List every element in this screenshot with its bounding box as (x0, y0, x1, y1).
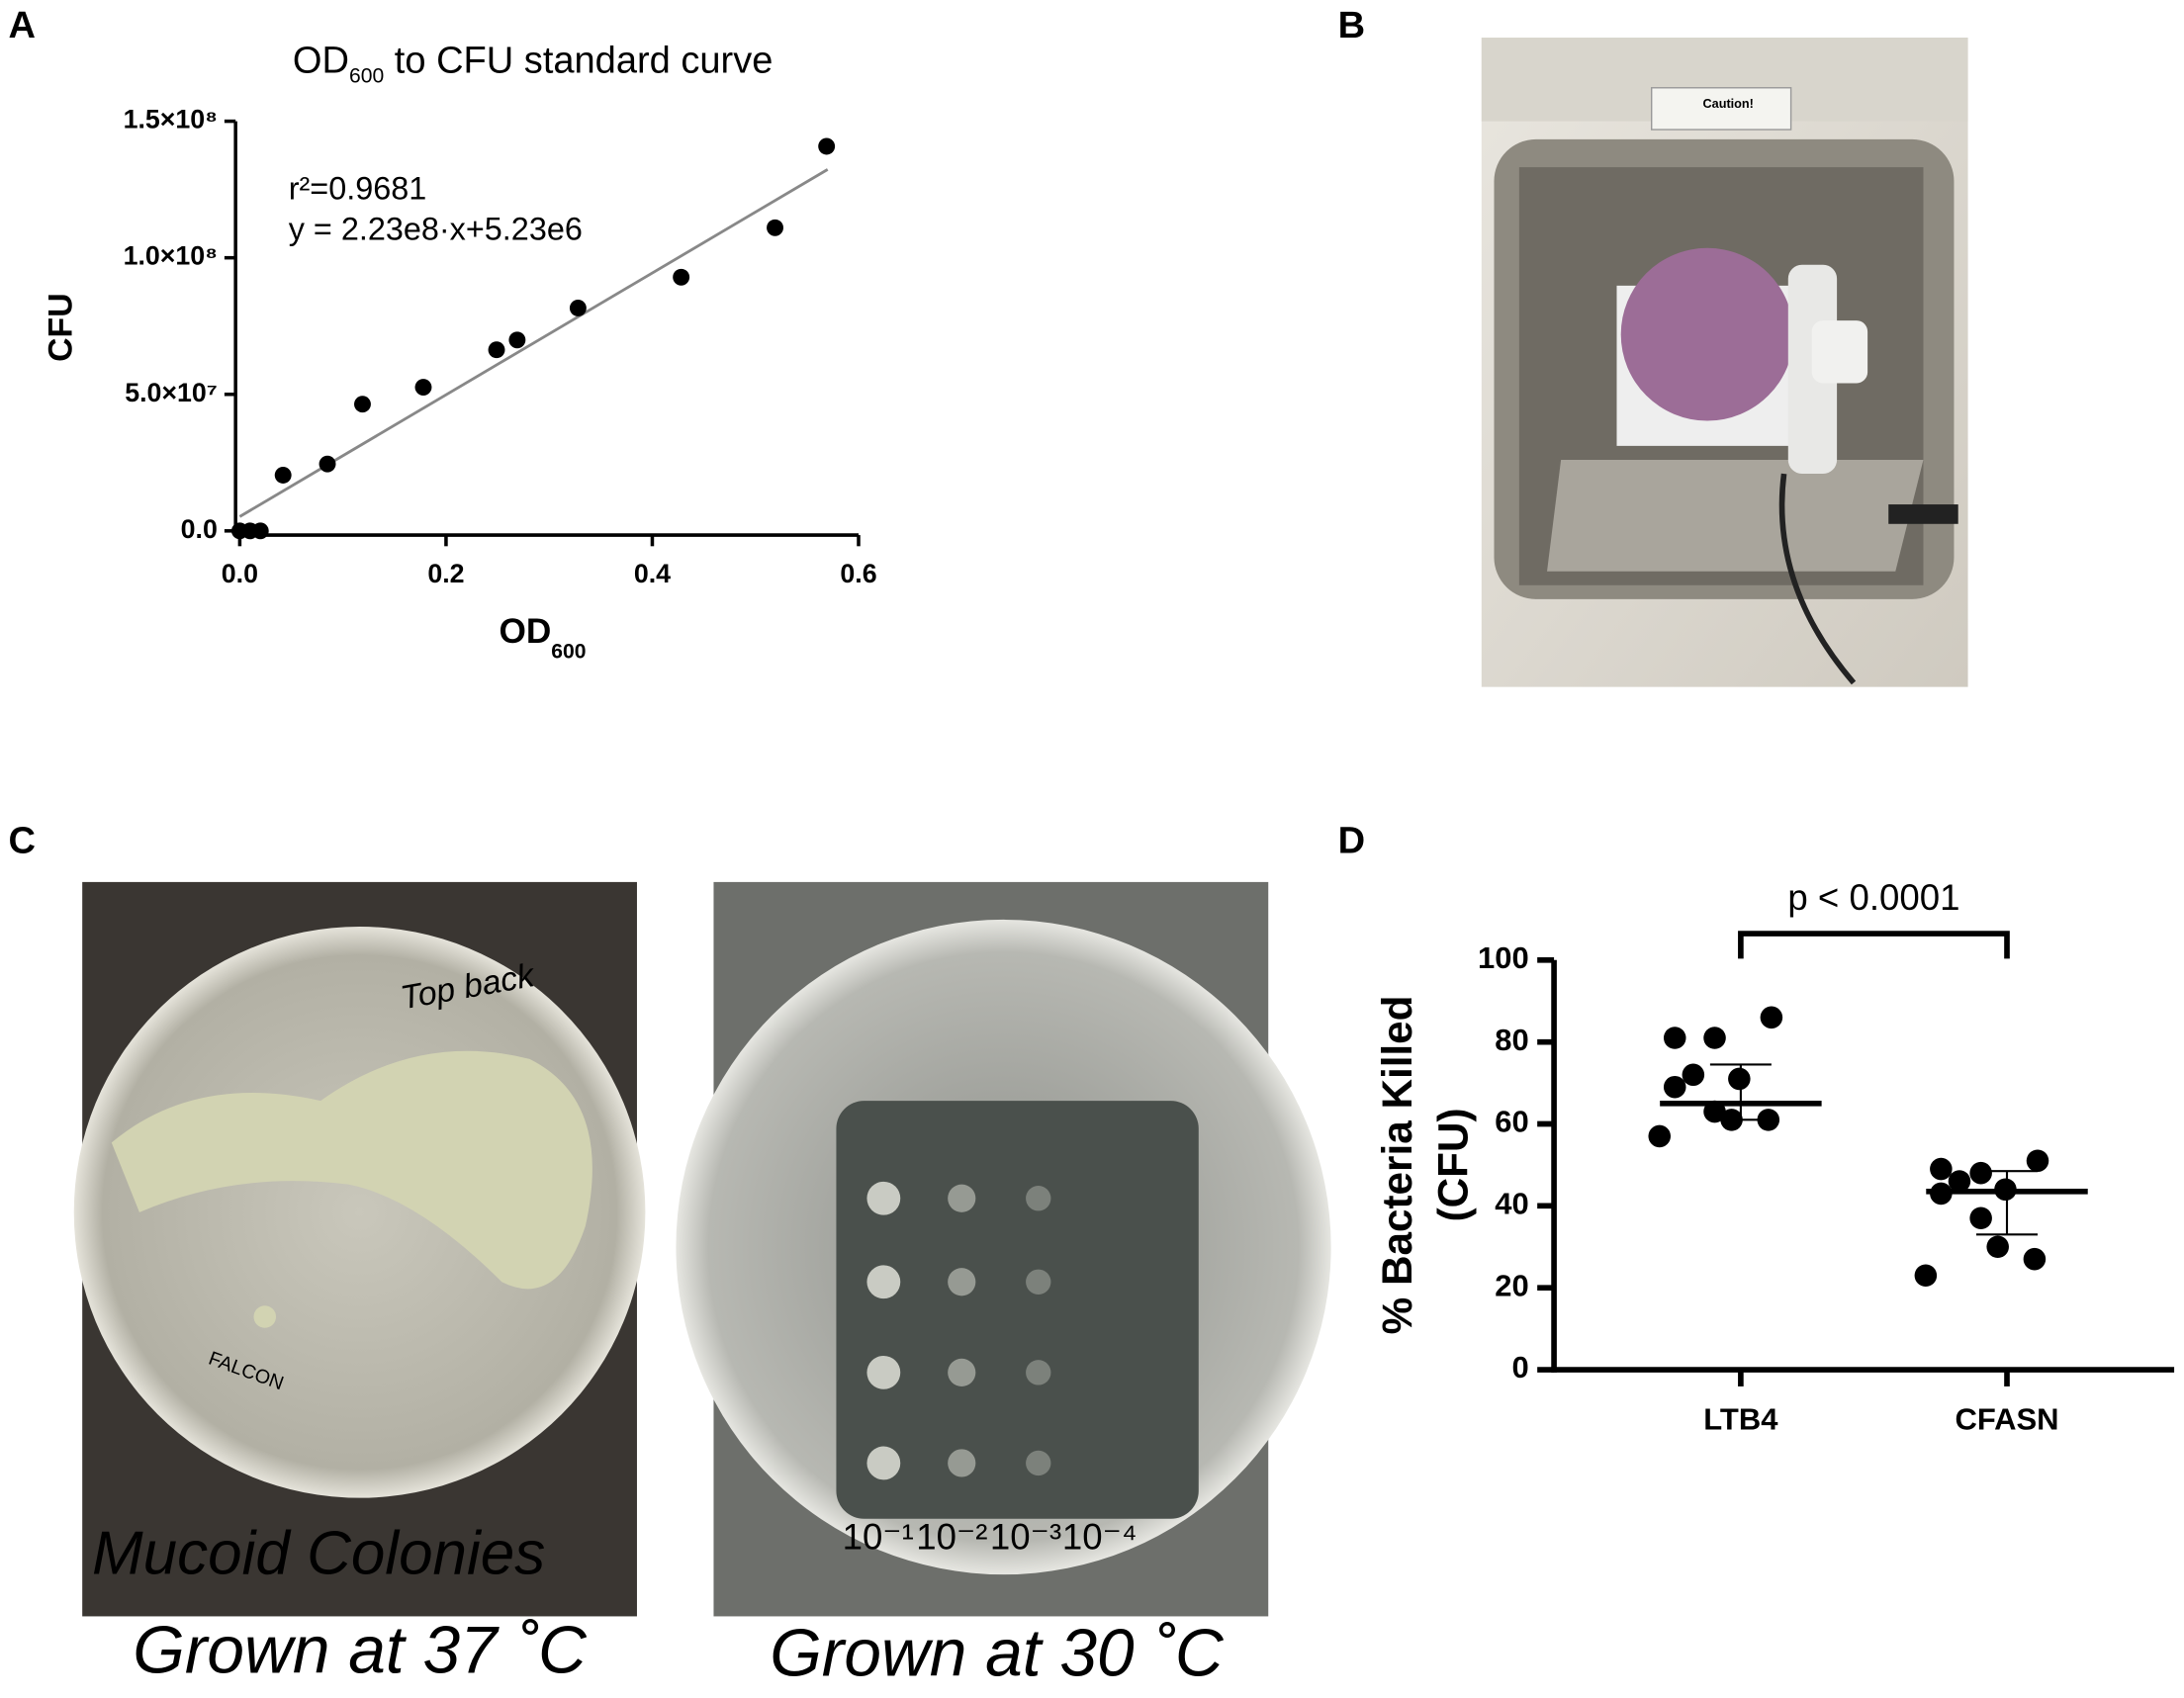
data-point (1703, 1027, 1726, 1049)
axis-title-subscript: 600 (551, 640, 586, 663)
y-tick-label: 0.0 (181, 514, 218, 544)
data-point (1728, 1067, 1751, 1091)
y-axis-title: CFU (42, 293, 79, 361)
data-point (274, 467, 292, 484)
data-point (1969, 1161, 1992, 1185)
data-point (508, 331, 526, 349)
photo-caption: Grown at 37 ˚C (133, 1614, 588, 1688)
data-point (1663, 1075, 1686, 1099)
data-point (767, 219, 783, 236)
dilution-label: 10⁻⁴ (1062, 1517, 1138, 1558)
x-axis-title: OD600 (499, 612, 586, 663)
y-tick-label: 100 (1478, 940, 1529, 975)
data-point (1760, 1006, 1783, 1029)
panel-label: B (1338, 5, 1365, 46)
y-tick-label: 60 (1495, 1105, 1528, 1139)
title-subscript: 600 (349, 64, 384, 87)
panel-label: D (1338, 820, 1365, 861)
annotation: y = 2.23e8·x+5.23e6 (289, 211, 583, 246)
panel-label: A (9, 5, 36, 46)
dilution-label: 10⁻² (916, 1517, 987, 1558)
data-point (1986, 1235, 2009, 1259)
y-tick-label: 0 (1511, 1350, 1528, 1385)
fit-line (238, 168, 829, 518)
x-tick-label: LTB4 (1703, 1401, 1778, 1436)
y-tick-label: 1.5×10⁸ (124, 105, 218, 134)
photo-incubator: Caution! (1481, 38, 1968, 687)
axis-title-part: OD (499, 612, 551, 651)
data-point (1663, 1027, 1686, 1049)
panel-label: C (9, 820, 36, 861)
x-tick-label: CFASN (1955, 1401, 2058, 1436)
x-tick-label: 0.2 (427, 559, 464, 588)
data-point (488, 341, 505, 359)
y-tick-label: 20 (1495, 1268, 1528, 1302)
photo-overlay-text: Mucoid Colonies (92, 1520, 545, 1588)
photo-mucoid-plate: Top back FALCON Mucoid Colonies (73, 881, 646, 1617)
data-point (1648, 1124, 1672, 1148)
data-point (673, 268, 690, 286)
data-point (1969, 1206, 1992, 1230)
photo-dilution-plate: 10⁻¹ 10⁻² 10⁻³ 10⁻⁴ (676, 881, 1331, 1617)
data-point (2026, 1149, 2049, 1173)
y-tick-label: 5.0×10⁷ (125, 378, 218, 407)
dilution-label: 10⁻³ (990, 1517, 1061, 1558)
y-tick-label: 40 (1495, 1187, 1528, 1221)
significance-label: p < 0.0001 (1787, 877, 1959, 918)
data-point (818, 137, 836, 155)
dilution-label: 10⁻¹ (843, 1517, 914, 1558)
data-point (1948, 1170, 1971, 1193)
data-point (1682, 1063, 1705, 1087)
y-tick-label: 1.0×10⁸ (124, 241, 218, 271)
data-point (1914, 1264, 1938, 1288)
y-axis-title: % Bacteria Killed (1374, 996, 1420, 1335)
data-point (354, 396, 371, 413)
significance-bracket (1738, 931, 2010, 959)
annotation: r²=0.9681 (289, 171, 427, 207)
y-tick-label: 80 (1495, 1023, 1528, 1057)
title-part: to CFU standard curve (384, 40, 773, 81)
chart-title: OD600 to CFU standard curve (293, 40, 773, 87)
data-point (569, 300, 587, 316)
data-point (2023, 1247, 2047, 1271)
data-point (318, 455, 336, 473)
data-point (414, 379, 432, 397)
y-axis-title: (CFU) (1430, 1108, 1477, 1221)
x-tick-label: 0.4 (634, 559, 671, 588)
title-part: OD (293, 40, 349, 81)
x-tick-label: 0.6 (840, 559, 876, 588)
data-point (1930, 1157, 1953, 1181)
x-tick-label: 0.0 (222, 559, 258, 588)
sign-text: Caution! (1703, 97, 1754, 111)
photo-caption: Grown at 30 ˚C (770, 1617, 1225, 1691)
data-point (251, 522, 269, 540)
